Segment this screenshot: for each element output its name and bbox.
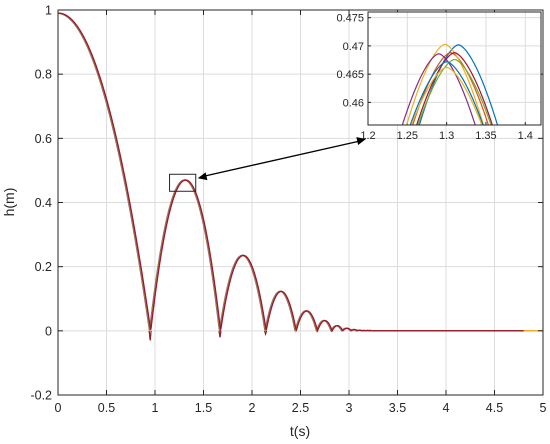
inset-frame (367, 11, 542, 126)
y-tick-label: 1 (45, 4, 52, 18)
impact-dip (218, 330, 222, 338)
x-tick-label: 3 (346, 401, 353, 415)
inset-y-tick-label: 0.475 (336, 13, 364, 25)
inset-background (368, 12, 541, 125)
inset-y-tick-label: 0.465 (336, 69, 364, 81)
inset-series-line (416, 52, 493, 125)
main-series-group (57, 12, 543, 341)
inset-x-tick-label: 1.25 (397, 130, 418, 142)
inset-series-line (406, 43, 485, 125)
y-tick-label: 0.2 (35, 260, 52, 274)
inset-x-tick-label: 1.3 (439, 130, 454, 142)
zoom-arrow (197, 137, 366, 181)
inset-plot: 1.2 1.25 1.3 1.35 1.4 0.46 0.465 0.47 0.475 (336, 11, 542, 142)
x-axis-label: t(s) (290, 423, 310, 439)
inset-series-group (401, 43, 499, 125)
x-tick-label: 5 (540, 401, 547, 415)
impact-dip (148, 330, 152, 341)
arrow-head (197, 172, 208, 181)
inset-x-tick-label: 1.2 (360, 130, 375, 142)
x-tick-label: 2.5 (292, 401, 309, 415)
y-tick-label: 0 (45, 324, 52, 338)
inset-x-tick-label: 1.35 (475, 130, 496, 142)
x-tick-label: 1.5 (195, 401, 212, 415)
main-tick-labels: 0 0.5 1 1.5 2 2.5 3 3.5 4 4.5 5-0.200.20.40.60.81 (30, 4, 546, 416)
trajectory-series-line (58, 12, 524, 333)
x-tick-label: 1 (152, 401, 159, 415)
x-tick-label: 3.5 (389, 401, 406, 415)
x-tick-label: 2 (249, 401, 256, 415)
y-axis-label: h(m) (1, 188, 17, 217)
y-tick-label: 0.8 (35, 68, 52, 82)
inset-series-line (410, 66, 483, 125)
impact-dip (264, 330, 268, 336)
x-tick-label: 4.5 (486, 401, 503, 415)
inset-series-line (417, 58, 492, 125)
zoom-box (169, 173, 197, 192)
inset-series-line (409, 61, 484, 125)
inset-y-tick-label: 0.47 (343, 41, 364, 53)
arrow-shaft (203, 140, 361, 177)
y-tick-label: 0.4 (35, 196, 52, 210)
inset-y-tick-label: 0.46 (343, 97, 364, 109)
inset-series-line (401, 53, 476, 125)
arrow-head (356, 137, 366, 145)
x-tick-label: 0.5 (98, 401, 115, 415)
inset-x-tick-label: 1.4 (518, 130, 533, 142)
x-tick-label: 0 (55, 401, 62, 415)
x-tick-label: 4 (443, 401, 450, 415)
y-tick-label: -0.2 (30, 389, 52, 403)
y-tick-label: 0.6 (35, 132, 52, 146)
